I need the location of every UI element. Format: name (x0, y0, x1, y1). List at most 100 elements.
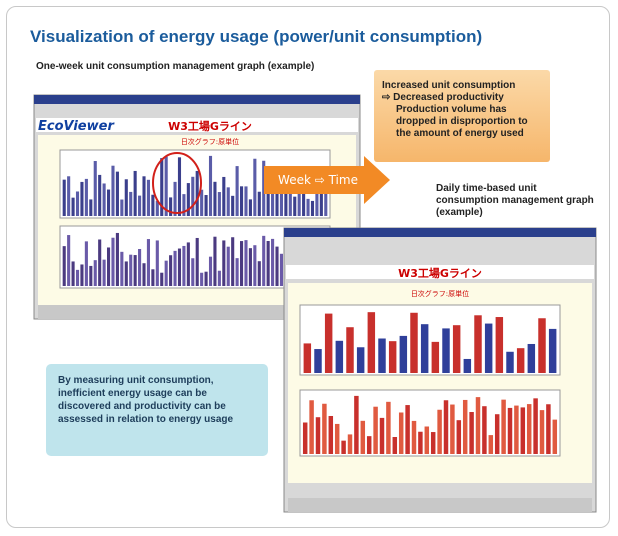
decor-bar (98, 175, 101, 216)
screen-subtitle: 日次グラフ:原単位 (181, 137, 239, 146)
decor-bar (165, 157, 168, 216)
decor-bar (80, 264, 83, 286)
decor-bar (348, 434, 352, 454)
decor-bar (437, 410, 441, 454)
decor-bar (178, 249, 181, 286)
decor-bar (378, 339, 385, 373)
decor-bar (138, 196, 141, 216)
screen-title: W3工場Gライン (398, 266, 482, 280)
decor-bar (275, 247, 278, 286)
screen-title: W3工場Gライン (168, 119, 252, 133)
decor-bar (125, 179, 128, 216)
decor-bar (421, 324, 428, 373)
decor-bar (495, 414, 499, 454)
decor-bar (111, 238, 114, 286)
decor-bar (116, 172, 119, 216)
decor-bar (200, 190, 203, 216)
decor-bar (151, 269, 154, 286)
decor-bar (244, 240, 247, 286)
decor-bar (63, 246, 66, 286)
decor-bar (314, 349, 321, 373)
decor-bar (72, 261, 75, 286)
decor-bar (103, 183, 106, 216)
decor-bar (147, 180, 150, 216)
decor-bar (103, 260, 106, 286)
decor-bar (205, 272, 208, 286)
callout-line: Production volume has dropped in disprop… (382, 104, 542, 140)
decor-bar (444, 400, 448, 454)
decor-bar (457, 420, 461, 454)
decor-bar (227, 187, 230, 216)
callout-line: Increased unit consumption (382, 80, 542, 92)
decor-bar (533, 398, 537, 454)
decor-bar (107, 247, 110, 286)
screenshot-day: W3工場Gライン 日次グラフ:原単位 (284, 228, 596, 512)
decor-bar (253, 159, 256, 216)
decor-bar (442, 328, 449, 373)
decor-bar (89, 266, 92, 286)
decor-bar (147, 239, 150, 286)
decor-bar (425, 427, 429, 454)
decor-bar (129, 192, 132, 216)
decor-bar (463, 400, 467, 454)
decor-bar (506, 352, 513, 373)
decor-bar (316, 417, 320, 454)
svg-text:EcoViewer: EcoViewer (38, 119, 115, 134)
decor-bar (76, 191, 79, 216)
decor-bar (508, 408, 512, 454)
decor-bar (222, 240, 225, 286)
decor-bar (306, 199, 309, 216)
decor-bar (120, 252, 123, 286)
decor-bar (474, 315, 481, 373)
decor-bar (231, 196, 234, 216)
decor-bar (67, 235, 70, 286)
decor-bar (191, 177, 194, 216)
decor-bar (431, 432, 435, 454)
decor-bar (346, 327, 353, 373)
decor-bar (258, 261, 261, 286)
decor-bar (156, 240, 159, 286)
decor-bar (418, 432, 422, 454)
decor-bar (496, 317, 503, 373)
decor-bar (67, 176, 70, 216)
decor-bar (267, 241, 270, 286)
caption: Daily time-based unit consumption manage… (436, 183, 596, 219)
decor-bar (368, 312, 375, 373)
decor-bar (89, 199, 92, 216)
decor-bar (249, 199, 252, 216)
decor-bar (205, 195, 208, 216)
decor-bar (142, 263, 145, 286)
caption: One-week unit consumption management gra… (36, 61, 336, 73)
decor-bar (538, 318, 545, 373)
page: EcoViewer W3工場Gライン 日次グラフ:原単位 W3工場Gライン 日次… (0, 0, 618, 536)
decor-bar (165, 261, 168, 286)
decor-bar (173, 182, 176, 216)
decor-bar (151, 195, 154, 216)
decor-bar (218, 192, 221, 216)
decor-bar (240, 186, 243, 216)
decor-bar (336, 341, 343, 373)
decor-bar (107, 190, 110, 216)
decor-bar (94, 260, 97, 286)
decor-bar (410, 313, 417, 373)
decor-bar (200, 273, 203, 286)
decor-bar (309, 400, 313, 454)
decor-bar (450, 405, 454, 454)
decor-bar (482, 406, 486, 454)
decor-bar (341, 441, 345, 454)
decor-bar (453, 325, 460, 373)
decor-bar (129, 255, 132, 286)
decor-bar (98, 239, 101, 286)
decor-bar (293, 197, 296, 216)
note: By measuring unit consumption, inefficie… (46, 364, 268, 456)
decor-bar (549, 329, 556, 373)
decor-bar (540, 410, 544, 454)
decor-bar (222, 177, 225, 216)
decor-bar (329, 416, 333, 454)
decor-bar (262, 236, 265, 286)
decor-bar (335, 424, 339, 454)
decor-bar (271, 239, 274, 286)
callout-line: ⇨ Decreased productivity (382, 92, 542, 104)
decor-bar (476, 397, 480, 454)
decor-bar (120, 200, 123, 216)
